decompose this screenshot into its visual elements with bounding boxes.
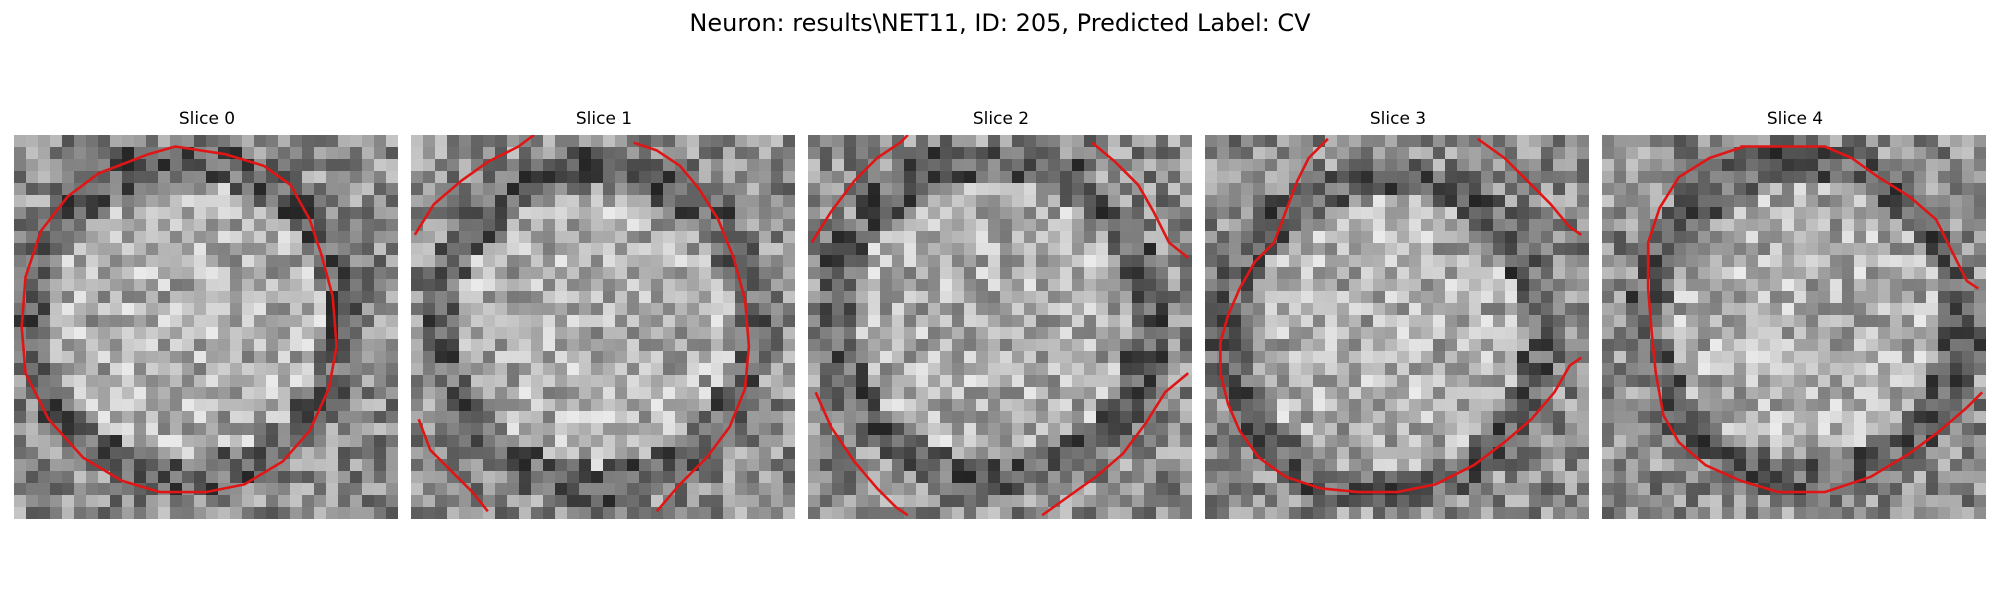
slice-title: Slice 4: [1766, 109, 1824, 129]
contour-line: [1041, 372, 1190, 517]
slice-title: Slice 3: [1369, 109, 1427, 129]
contour-line: [417, 418, 489, 513]
slice-title: Slice 0: [178, 109, 236, 129]
slice-panel: Slice 2: [808, 108, 1194, 519]
slice-image: [1602, 135, 1986, 519]
slice-title: Slice 2: [972, 109, 1030, 129]
slice-image: [411, 135, 795, 519]
slice-panel: Slice 3: [1205, 108, 1591, 519]
contour-line: [810, 135, 909, 244]
contour-line: [814, 391, 909, 517]
contour-line: [413, 135, 535, 236]
contour-line: [1091, 141, 1190, 259]
slice-panel: Slice 4: [1602, 108, 1988, 519]
slice-image: [1205, 135, 1589, 519]
contour-line: [1740, 145, 1980, 290]
slice-title: Slice 1: [575, 109, 633, 129]
contour-line: [1646, 145, 1984, 494]
slice-panel: Slice 1: [411, 108, 797, 519]
slice-image: [14, 135, 398, 519]
contour-line: [1219, 137, 1583, 494]
slice-panel: Slice 0: [14, 108, 400, 519]
slice-image: [808, 135, 1192, 519]
contour-line: [633, 141, 751, 513]
contour-line: [1476, 137, 1583, 236]
contour-line: [20, 145, 338, 494]
figure-title: Neuron: results\NET11, ID: 205, Predicte…: [689, 9, 1311, 37]
